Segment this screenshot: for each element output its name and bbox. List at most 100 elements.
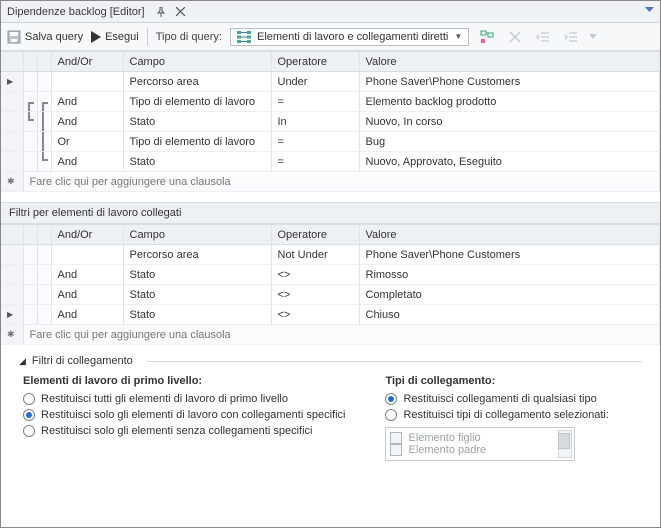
col-campo[interactable]: Campo — [123, 225, 271, 245]
table-row[interactable]: AndStato=Nuovo, Approvato, Eseguito — [1, 152, 660, 172]
disclosure-triangle-icon: ◢ — [19, 356, 26, 367]
col-operatore[interactable]: Operatore — [271, 52, 359, 72]
table-row[interactable]: AndStato<>Rimosso — [1, 265, 660, 285]
add-clause-label: Fare clic qui per aggiungere una clausol… — [23, 325, 660, 345]
andor-cell[interactable]: And — [51, 285, 123, 305]
campo-cell[interactable]: Stato — [123, 305, 271, 325]
pin-icon[interactable] — [155, 6, 167, 18]
operatore-cell[interactable]: <> — [271, 305, 359, 325]
valore-cell[interactable]: Bug — [359, 132, 660, 152]
table-row[interactable]: AndStato<>Chiuso — [1, 305, 660, 325]
valore-cell[interactable]: Elemento backlog prodotto — [359, 92, 660, 112]
query-type-dropdown[interactable]: Elementi di lavoro e collegamenti dirett… — [230, 28, 469, 46]
bracket-cell — [37, 305, 51, 325]
col-operatore[interactable]: Operatore — [271, 225, 359, 245]
table-row[interactable]: OrTipo di elemento di lavoro=Bug — [1, 132, 660, 152]
row-selector[interactable] — [1, 72, 23, 92]
table-row[interactable]: AndTipo di elemento di lavoro=Elemento b… — [1, 92, 660, 112]
close-icon[interactable] — [175, 6, 187, 18]
window-menu-arrow-icon[interactable] — [645, 5, 654, 17]
top-level-items-title: Elementi di lavoro di primo livello: — [23, 375, 345, 387]
link-type-option[interactable]: Restituisci collegamenti di qualsiasi ti… — [385, 393, 608, 405]
operatore-cell[interactable]: Not Under — [271, 245, 359, 265]
scrollbar-thumb[interactable] — [558, 433, 570, 449]
link-filters-disclosure[interactable]: ◢ Filtri di collegamento — [19, 355, 642, 367]
bracket-cell — [37, 72, 51, 92]
row-selector[interactable] — [1, 285, 23, 305]
row-selector[interactable] — [1, 112, 23, 132]
operatore-cell[interactable]: <> — [271, 285, 359, 305]
operatore-cell[interactable]: = — [271, 152, 359, 172]
toolbar-separator — [147, 28, 148, 46]
andor-cell[interactable] — [51, 245, 123, 265]
new-row-icon — [1, 325, 23, 345]
clauses-table-1[interactable]: And/Or Campo Operatore Valore Percorso a… — [1, 51, 660, 192]
query-type-label: Tipo di query: — [156, 31, 222, 43]
checkbox-icon — [390, 444, 402, 456]
campo-cell[interactable]: Percorso area — [123, 245, 271, 265]
andor-cell[interactable]: And — [51, 112, 123, 132]
campo-cell[interactable]: Tipo di elemento di lavoro — [123, 92, 271, 112]
col-valore[interactable]: Valore — [359, 52, 660, 72]
campo-cell[interactable]: Tipo di elemento di lavoro — [123, 132, 271, 152]
col-andor[interactable]: And/Or — [51, 225, 123, 245]
title-bar: Dipendenze backlog [Editor] — [1, 1, 660, 23]
top-level-option[interactable]: Restituisci solo gli elementi di lavoro … — [23, 409, 345, 421]
play-icon — [91, 31, 101, 43]
valore-cell[interactable]: Chiuso — [359, 305, 660, 325]
operatore-cell[interactable]: In — [271, 112, 359, 132]
operatore-cell[interactable]: <> — [271, 265, 359, 285]
andor-cell[interactable]: Or — [51, 132, 123, 152]
clauses-table-2[interactable]: And/Or Campo Operatore Valore Percorso a… — [1, 224, 660, 345]
campo-cell[interactable]: Percorso area — [123, 72, 271, 92]
campo-cell[interactable]: Stato — [123, 112, 271, 132]
row-selector[interactable] — [1, 265, 23, 285]
add-clause-row[interactable]: Fare clic qui per aggiungere una clausol… — [1, 325, 660, 345]
save-query-button[interactable]: Salva query — [7, 30, 83, 44]
top-level-option[interactable]: Restituisci solo gli elementi senza coll… — [23, 425, 345, 437]
valore-cell[interactable]: Phone Saver\Phone Customers — [359, 245, 660, 265]
valore-cell[interactable]: Nuovo, Approvato, Eseguito — [359, 152, 660, 172]
valore-cell[interactable]: Nuovo, In corso — [359, 112, 660, 132]
link-filters-section: ◢ Filtri di collegamento Elementi di lav… — [1, 345, 660, 469]
col-andor[interactable]: And/Or — [51, 52, 123, 72]
andor-cell[interactable] — [51, 72, 123, 92]
andor-cell[interactable]: And — [51, 152, 123, 172]
valore-cell[interactable]: Rimosso — [359, 265, 660, 285]
operatore-cell[interactable]: = — [271, 132, 359, 152]
tree-toggle-button[interactable] — [477, 27, 497, 47]
table-row[interactable]: Percorso areaNot UnderPhone Saver\Phone … — [1, 245, 660, 265]
run-button[interactable]: Esegui — [91, 31, 139, 43]
top-level-option[interactable]: Restituisci tutti gli elementi di lavoro… — [23, 393, 345, 405]
operatore-cell[interactable]: = — [271, 92, 359, 112]
toolbar: Salva query Esegui Tipo di query: Elemen… — [1, 23, 660, 51]
listbox-scrollbar[interactable] — [558, 430, 572, 458]
link-type-item-label: Elemento padre — [408, 444, 486, 456]
campo-cell[interactable]: Stato — [123, 152, 271, 172]
radio-label: Restituisci tutti gli elementi di lavoro… — [41, 393, 288, 405]
bracket-cell — [37, 265, 51, 285]
row-selector[interactable] — [1, 92, 23, 112]
valore-cell[interactable]: Completato — [359, 285, 660, 305]
indent-button — [561, 27, 581, 47]
col-campo[interactable]: Campo — [123, 52, 271, 72]
row-selector[interactable] — [1, 245, 23, 265]
table-row[interactable]: AndStato<>Completato — [1, 285, 660, 305]
table-row[interactable]: Percorso areaUnderPhone Saver\Phone Cust… — [1, 72, 660, 92]
add-clause-row[interactable]: Fare clic qui per aggiungere una clausol… — [1, 172, 660, 192]
col-valore[interactable]: Valore — [359, 225, 660, 245]
andor-cell[interactable]: And — [51, 265, 123, 285]
bracket-cell — [37, 92, 51, 112]
row-selector[interactable] — [1, 132, 23, 152]
valore-cell[interactable]: Phone Saver\Phone Customers — [359, 72, 660, 92]
campo-cell[interactable]: Stato — [123, 285, 271, 305]
table-row[interactable]: AndStatoInNuovo, In corso — [1, 112, 660, 132]
andor-cell[interactable]: And — [51, 305, 123, 325]
operatore-cell[interactable]: Under — [271, 72, 359, 92]
row-selector[interactable] — [1, 305, 23, 325]
campo-cell[interactable]: Stato — [123, 265, 271, 285]
andor-cell[interactable]: And — [51, 92, 123, 112]
radio-icon — [23, 409, 35, 421]
row-selector[interactable] — [1, 152, 23, 172]
link-type-option[interactable]: Restituisci tipi di collegamento selezio… — [385, 409, 608, 421]
